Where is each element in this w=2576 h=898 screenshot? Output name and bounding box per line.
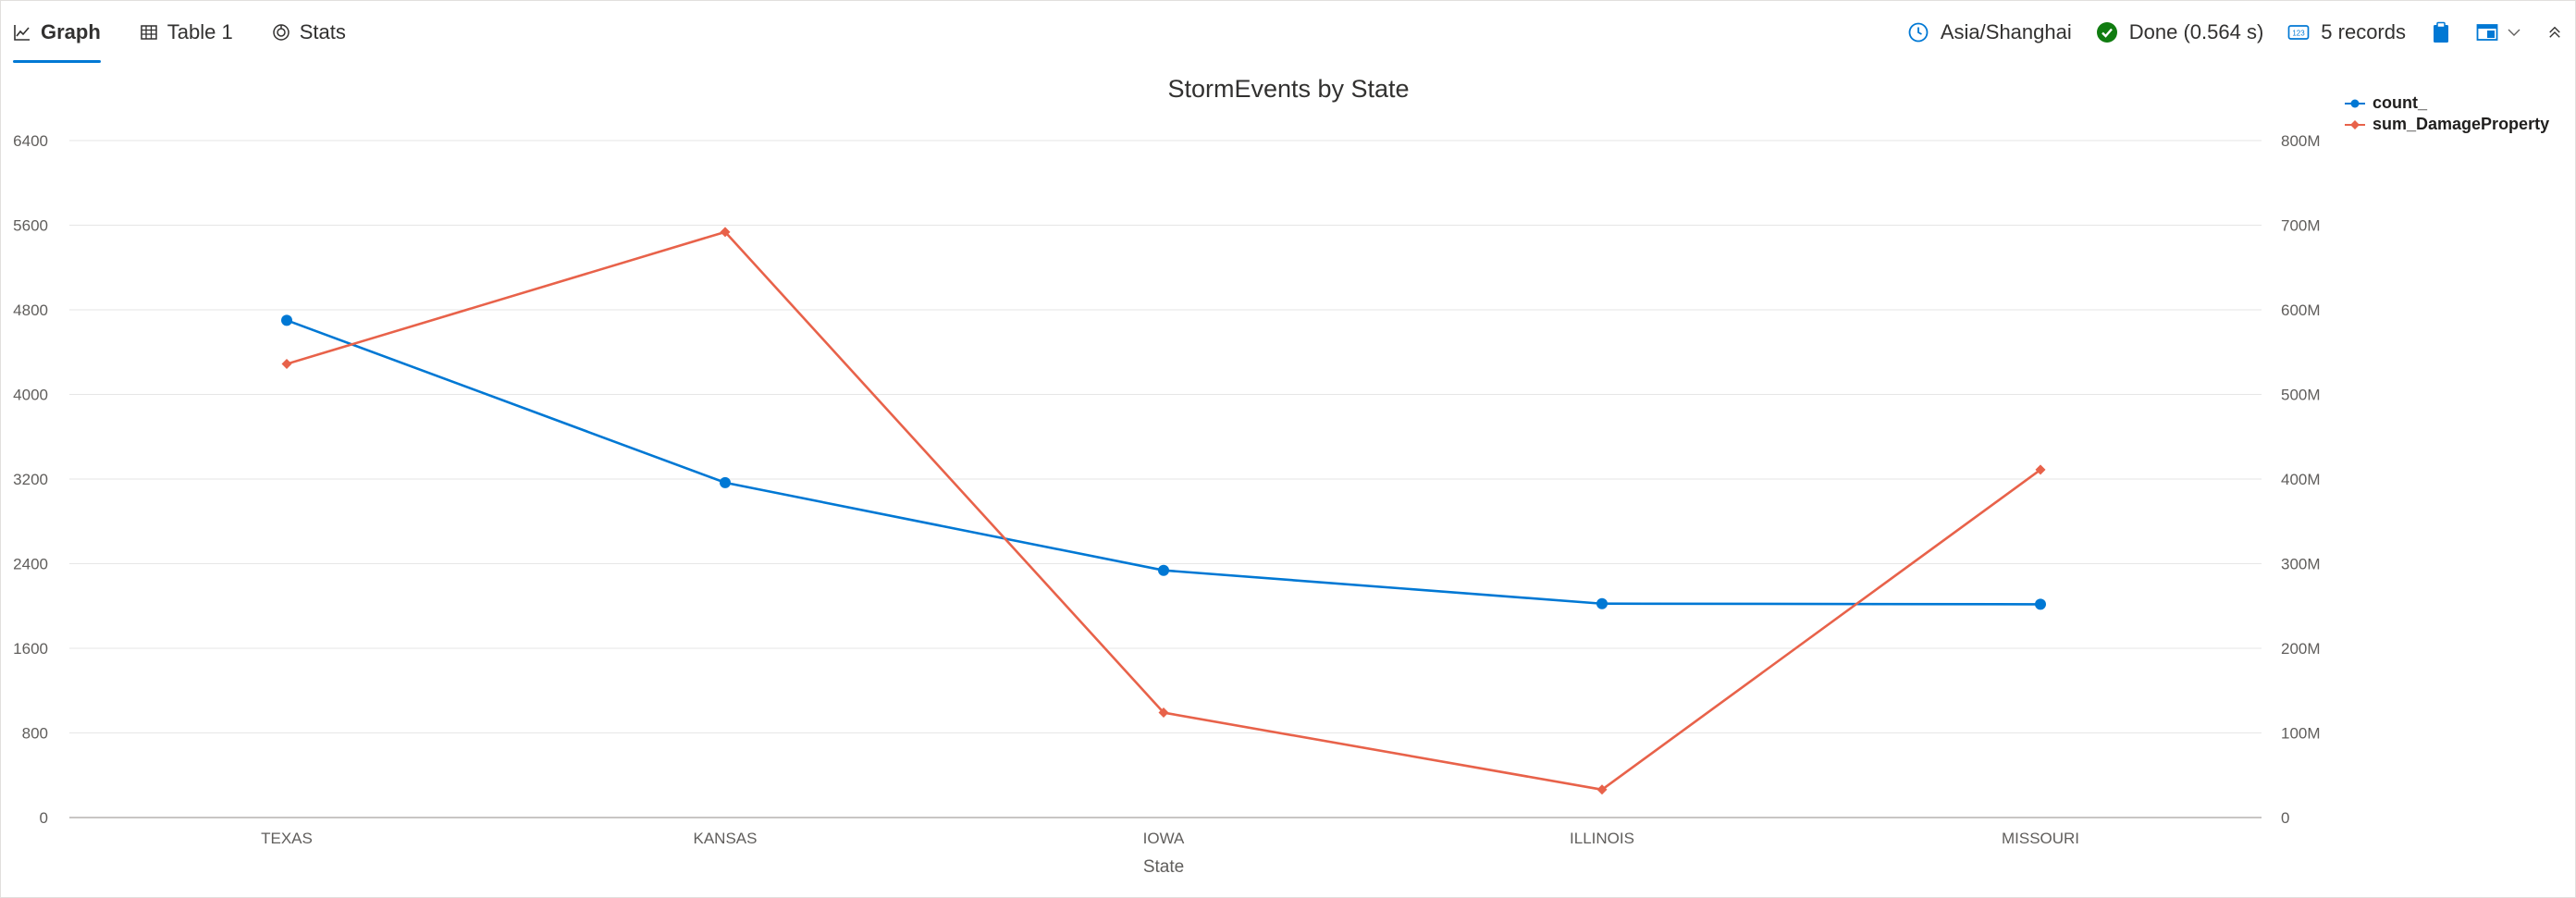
stats-icon — [273, 24, 290, 41]
y-left-tick-label: 5600 — [13, 217, 48, 235]
legend-marker-diamond-icon — [2345, 119, 2365, 129]
y-right-tick-label: 500M — [2281, 387, 2321, 404]
data-point-count — [2035, 598, 2046, 610]
series-line-damage — [286, 230, 2041, 792]
y-left-tick-label: 6400 — [13, 132, 48, 150]
series-line-count — [286, 319, 2041, 606]
tab-stats[interactable]: Stats — [272, 0, 346, 65]
y-left-tick-label: 0 — [40, 809, 48, 827]
data-point-count — [281, 314, 292, 326]
y-left-tick-label: 4800 — [13, 301, 48, 319]
y-left-tick-label: 1600 — [13, 640, 48, 658]
clipboard-icon — [2434, 21, 2448, 43]
y-axis-left: 0 800 1600 2400 3200 4000 4800 5600 6400 — [13, 132, 48, 827]
x-tick-label: IOWA — [1143, 830, 1185, 847]
window-layout-icon — [2476, 24, 2498, 41]
clock-icon — [1908, 22, 1929, 43]
layout-dropdown[interactable] — [2476, 21, 2522, 43]
collapse-button[interactable] — [2546, 24, 2563, 41]
data-point-count — [1596, 597, 1608, 609]
data-point-damage — [1158, 707, 1169, 719]
tab-graph-label: Graph — [41, 20, 101, 43]
data-point-damage — [1596, 784, 1608, 795]
legend-label-count: count_ — [2373, 93, 2428, 112]
line-chart-icon — [14, 25, 30, 41]
y-right-tick-label: 600M — [2281, 301, 2321, 319]
y-right-tick-label: 200M — [2281, 640, 2321, 658]
data-point-damage — [281, 359, 292, 370]
done-check-icon — [2096, 22, 2117, 43]
data-point-count — [720, 476, 731, 488]
y-right-tick-label: 700M — [2281, 217, 2321, 235]
chart-legend: count_ sum_DamageProperty — [2345, 92, 2549, 135]
copy-button[interactable] — [2430, 21, 2452, 43]
query-status-label: Done (0.564 s) — [2128, 20, 2264, 43]
y-right-tick-label: 100M — [2281, 725, 2321, 743]
grid-lines — [69, 140, 2262, 818]
y-right-tick-label: 800M — [2281, 132, 2321, 150]
records-icon: 123 — [2287, 25, 2310, 40]
line-chart: 0 800 1600 2400 3200 4000 4800 5600 6400 0 100M 20… — [13, 75, 2321, 877]
timezone-label: Asia/Shanghai — [1940, 20, 2072, 43]
y-axis-right: 0 100M 200M 300M 400M 500M 600M 700M 800M — [2281, 132, 2321, 827]
series-lines — [281, 227, 2046, 795]
records-count-label: 5 records — [2321, 20, 2406, 43]
tab-stats-label: Stats — [299, 20, 346, 43]
data-point-damage — [2035, 464, 2046, 475]
tab-table-1[interactable]: Table 1 — [140, 0, 233, 65]
y-left-tick-label: 800 — [22, 725, 48, 743]
x-tick-label: TEXAS — [261, 830, 313, 847]
double-chevron-up-icon — [2549, 26, 2560, 38]
chart-title: StormEvents by State — [1167, 75, 1409, 103]
x-tick-label: KANSAS — [694, 830, 758, 847]
x-tick-label: ILLINOIS — [1570, 830, 1634, 847]
data-point-damage — [720, 227, 731, 238]
y-right-tick-label: 0 — [2281, 809, 2289, 827]
y-right-tick-label: 300M — [2281, 556, 2321, 573]
legend-item-count[interactable]: count_ — [2345, 92, 2549, 114]
timezone-indicator[interactable]: Asia/Shanghai — [1907, 20, 2072, 44]
table-icon — [141, 25, 157, 40]
result-tabs: Graph Table 1 Stats — [13, 0, 346, 65]
query-status: Done (0.564 s) — [2096, 20, 2264, 44]
x-tick-label: MISSOURI — [2002, 830, 2079, 847]
chevron-down-icon — [2508, 29, 2521, 36]
y-right-tick-label: 400M — [2281, 471, 2321, 488]
records-icon-text: 123 — [2293, 30, 2306, 38]
data-point-count — [1158, 564, 1169, 576]
y-left-tick-label: 3200 — [13, 471, 48, 488]
x-axis: TEXAS KANSAS IOWA ILLINOIS MISSOURI — [261, 830, 2079, 847]
legend-marker-circle-icon — [2345, 99, 2365, 107]
legend-item-damage[interactable]: sum_DamageProperty — [2345, 114, 2549, 135]
y-left-tick-label: 2400 — [13, 556, 48, 573]
y-left-tick-label: 4000 — [13, 387, 48, 404]
tab-graph[interactable]: Graph — [13, 0, 101, 65]
x-axis-label: State — [1143, 857, 1184, 877]
records-count: 123 5 records — [2287, 20, 2406, 44]
tab-table-1-label: Table 1 — [166, 20, 233, 43]
status-bar: Asia/Shanghai Done (0.564 s) 123 5 recor… — [1907, 0, 2563, 65]
legend-label-damage: sum_DamageProperty — [2373, 115, 2550, 133]
